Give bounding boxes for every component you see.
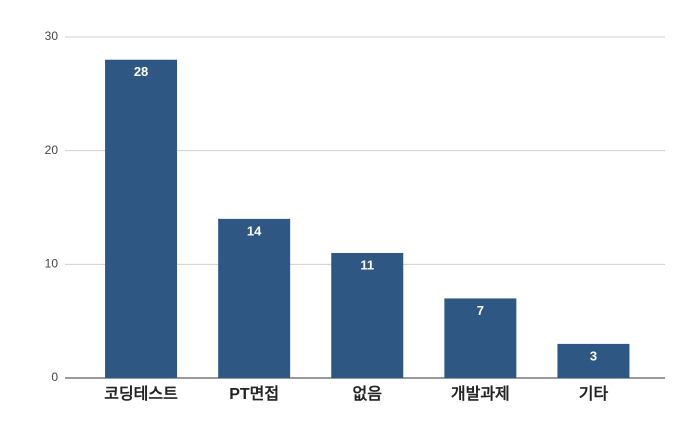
data-label: 28 — [134, 64, 148, 79]
x-tick-label: 없음 — [353, 385, 383, 403]
y-tick-label: 0 — [51, 370, 58, 384]
y-tick-label: 10 — [45, 257, 59, 271]
y-tick-label: 20 — [45, 143, 59, 157]
bar — [444, 298, 517, 378]
x-tick-label: 개발과제 — [451, 384, 510, 403]
y-tick-label: 30 — [45, 29, 59, 43]
bar — [218, 218, 291, 378]
x-tick-label: PT면접 — [229, 384, 279, 403]
x-tick-label: 코딩테스트 — [104, 385, 178, 403]
bar — [557, 343, 630, 378]
data-label: 7 — [477, 303, 484, 318]
bar — [105, 59, 178, 378]
x-tick-label: 기타 — [579, 385, 609, 403]
data-label: 14 — [247, 223, 262, 238]
data-label: 3 — [590, 348, 597, 363]
bar — [331, 252, 404, 378]
data-label: 11 — [360, 257, 374, 272]
